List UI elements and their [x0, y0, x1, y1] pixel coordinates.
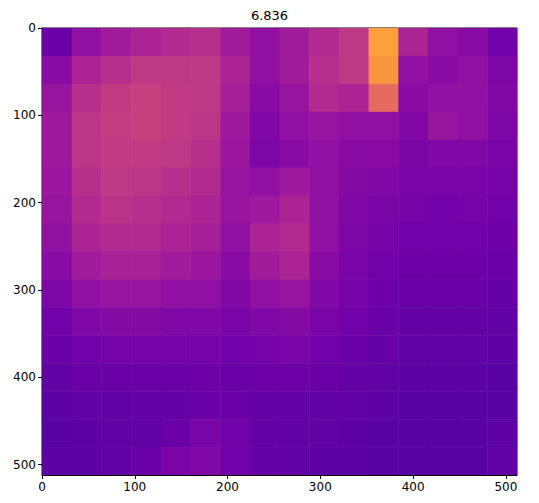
svg-text:100: 100: [13, 108, 36, 122]
svg-text:0: 0: [38, 480, 46, 494]
svg-text:200: 200: [13, 196, 36, 210]
svg-text:300: 300: [13, 283, 36, 297]
svg-text:400: 400: [402, 480, 425, 494]
svg-text:200: 200: [216, 480, 239, 494]
svg-text:6.836: 6.836: [251, 8, 288, 23]
svg-text:400: 400: [13, 370, 36, 384]
svg-text:500: 500: [494, 480, 517, 494]
svg-text:500: 500: [13, 458, 36, 472]
svg-text:100: 100: [123, 480, 146, 494]
svg-text:300: 300: [309, 480, 332, 494]
svg-text:0: 0: [28, 21, 36, 35]
